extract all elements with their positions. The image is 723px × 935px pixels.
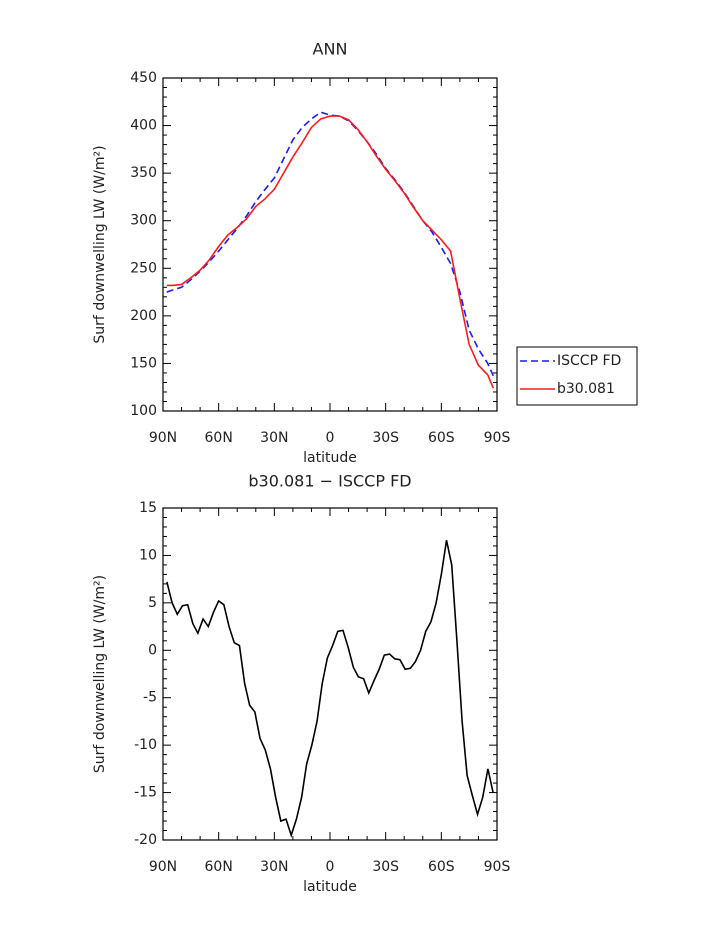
y-tick-label: 250 bbox=[130, 260, 157, 276]
y-tick-label: 15 bbox=[139, 500, 157, 516]
x-tick-label: 60N bbox=[205, 430, 233, 446]
y-axis-label: Surf downwelling LW (W/m²) bbox=[92, 575, 108, 773]
y-tick-label: 0 bbox=[148, 642, 157, 658]
x-tick-label: 30S bbox=[372, 430, 399, 446]
x-axis-label: latitude bbox=[303, 879, 357, 895]
y-tick-label: 450 bbox=[130, 70, 157, 86]
x-tick-label: 30S bbox=[372, 859, 399, 875]
x-tick-label: 90N bbox=[149, 430, 177, 446]
x-tick-label: 90S bbox=[484, 859, 511, 875]
x-tick-label: 60S bbox=[428, 430, 455, 446]
y-tick-label: 10 bbox=[139, 547, 157, 563]
y-tick-label: 200 bbox=[130, 308, 157, 324]
legend-box bbox=[516, 346, 638, 406]
chart-title: ANN bbox=[313, 40, 348, 59]
x-axis-label: latitude bbox=[303, 450, 357, 466]
y-tick-label: 5 bbox=[148, 595, 157, 611]
data-line bbox=[166, 115, 495, 389]
y-tick-label: 300 bbox=[130, 213, 157, 229]
y-tick-label: 400 bbox=[130, 118, 157, 134]
data-line bbox=[166, 540, 494, 838]
y-tick-label: 100 bbox=[130, 403, 157, 419]
plot-frame bbox=[162, 77, 498, 412]
legend-label: b30.081 bbox=[557, 381, 615, 397]
y-tick-label: 350 bbox=[130, 165, 157, 181]
x-tick-label: 0 bbox=[326, 859, 335, 875]
legend-label: ISCCP FD bbox=[557, 353, 621, 369]
y-tick-label: -10 bbox=[134, 737, 157, 753]
x-tick-label: 60N bbox=[205, 859, 233, 875]
y-tick-label: -15 bbox=[134, 785, 157, 801]
data-line bbox=[166, 111, 495, 377]
chart-title: b30.081 − ISCCP FD bbox=[248, 472, 411, 491]
y-tick-label: -5 bbox=[143, 690, 157, 706]
y-axis-label: Surf downwelling LW (W/m²) bbox=[92, 145, 108, 343]
x-tick-label: 90S bbox=[484, 430, 511, 446]
x-tick-label: 30N bbox=[260, 430, 288, 446]
y-tick-label: 150 bbox=[130, 355, 157, 371]
plot-frame bbox=[162, 507, 498, 841]
y-tick-label: -20 bbox=[134, 832, 157, 848]
x-tick-label: 30N bbox=[260, 859, 288, 875]
x-tick-label: 90N bbox=[149, 859, 177, 875]
x-tick-label: 60S bbox=[428, 859, 455, 875]
x-tick-label: 0 bbox=[326, 430, 335, 446]
